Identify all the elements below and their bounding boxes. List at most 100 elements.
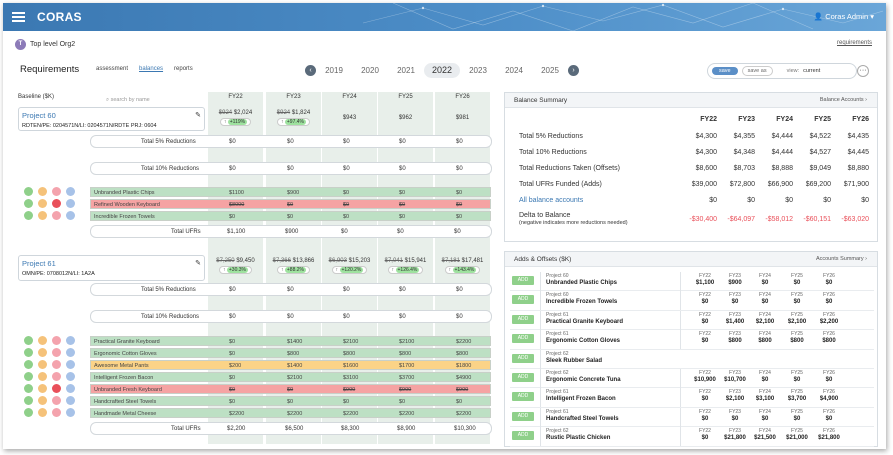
edit-icon[interactable]: ✎ — [195, 260, 201, 267]
user-menu[interactable]: 👤 Coras Admin ▾ — [813, 12, 874, 21]
reject-icon[interactable] — [52, 199, 61, 208]
fy-label: FY26 — [823, 311, 835, 318]
fy-value: $21,000 — [786, 435, 808, 442]
hold-icon[interactable] — [38, 348, 47, 357]
hold-icon[interactable] — [38, 372, 47, 381]
search-input[interactable]: ⌕ search by name — [106, 97, 150, 103]
year-2024[interactable]: 2024 — [505, 66, 523, 75]
hold-icon[interactable] — [38, 336, 47, 345]
info-icon[interactable] — [66, 199, 75, 208]
ufr-item-row[interactable]: Unbranded Fresh Keyboard $0 $0 $900 $900 $900 — [90, 384, 491, 394]
save-as-button[interactable]: save as — [741, 66, 773, 76]
hold-icon[interactable] — [38, 360, 47, 369]
reject-icon[interactable] — [52, 211, 61, 220]
year-2025[interactable]: 2025 — [541, 66, 559, 75]
fy-label: FY25 — [791, 331, 803, 338]
approve-icon[interactable] — [24, 336, 33, 345]
hold-icon[interactable] — [38, 396, 47, 405]
reject-icon[interactable] — [52, 336, 61, 345]
add-button[interactable]: ADD — [512, 392, 534, 402]
reject-icon[interactable] — [52, 372, 61, 381]
approve-icon[interactable] — [24, 199, 33, 208]
hold-icon[interactable] — [38, 211, 47, 220]
reject-icon[interactable] — [52, 384, 61, 393]
ufr-item-row[interactable]: Ergonomic Cotton Gloves $0 $800 $800 $800 $80… — [90, 348, 491, 358]
info-icon[interactable] — [66, 372, 75, 381]
edit-icon[interactable]: ✎ — [195, 112, 201, 119]
item-name: Unbranded Plastic Chips — [546, 280, 618, 286]
year-2022[interactable]: 2022 — [424, 63, 460, 78]
project-card[interactable]: Project 60 RDTEN/PE: 0204571N/LI: 0204571… — [18, 107, 205, 131]
approve-icon[interactable] — [24, 384, 33, 393]
add-button[interactable]: ADD — [512, 314, 534, 324]
hamburger-menu-icon[interactable] — [12, 12, 25, 22]
add-button[interactable]: ADD — [512, 334, 534, 344]
approve-icon[interactable] — [24, 360, 33, 369]
approve-icon[interactable] — [24, 372, 33, 381]
fy-label: FY23 — [729, 389, 741, 396]
tab-balances[interactable]: balances — [139, 66, 164, 72]
fy-label: FY23 — [729, 428, 741, 435]
year-2020[interactable]: 2020 — [361, 66, 379, 75]
year-2023[interactable]: 2023 — [469, 66, 487, 75]
accounts-summary-link[interactable]: Accounts Summary › — [815, 256, 867, 262]
ufr-item-row[interactable]: Refined Wooden Keyboard $8000 $0 $0 $0 $0 — [90, 199, 491, 209]
add-button[interactable]: ADD — [512, 431, 534, 441]
balance-label[interactable]: All balance accounts — [519, 196, 584, 204]
project-name[interactable]: Project 60 — [22, 111, 56, 120]
ufr-item-row[interactable]: Handcrafted Steel Towels $0 $0 $0 $0 $0 — [90, 396, 491, 406]
project-card[interactable]: Project 61 OMN/PE: 0708012N/LI: 1A2A ✎ — [18, 255, 205, 281]
org-selector[interactable]: T Top level Org2 — [15, 39, 75, 50]
ufr-item-row[interactable]: Handmade Metal Cheese $2200 $2200 $2200 $220… — [90, 408, 491, 418]
add-row: ADD Project 61 Practical Granite Keyboard F… — [510, 310, 874, 331]
info-icon[interactable] — [66, 187, 75, 196]
add-button[interactable]: ADD — [512, 295, 534, 305]
divider — [540, 310, 541, 330]
balance-accounts-link[interactable]: Balance Accounts › — [819, 97, 867, 103]
reject-icon[interactable] — [52, 396, 61, 405]
approve-icon[interactable] — [24, 348, 33, 357]
add-button[interactable]: ADD — [512, 411, 534, 421]
approve-icon[interactable] — [24, 408, 33, 417]
add-button[interactable]: ADD — [512, 353, 534, 363]
ufr-item-row[interactable]: Incredible Frozen Towels $0 $0 $0 $0 $0 — [90, 211, 491, 221]
hold-icon[interactable] — [38, 384, 47, 393]
ufr-item-row[interactable]: Practical Granite Keyboard $0 $1400 $2100 $2… — [90, 336, 491, 346]
info-icon[interactable] — [66, 360, 75, 369]
fy-label: FY22 — [699, 311, 711, 318]
info-icon[interactable] — [66, 384, 75, 393]
info-icon[interactable] — [66, 348, 75, 357]
approve-icon[interactable] — [24, 211, 33, 220]
tab-assessment[interactable]: assessment — [96, 66, 129, 72]
view-select[interactable]: current — [803, 68, 821, 74]
hold-icon[interactable] — [38, 199, 47, 208]
info-icon[interactable] — [66, 336, 75, 345]
approve-icon[interactable] — [24, 187, 33, 196]
info-icon[interactable] — [66, 396, 75, 405]
requirements-link[interactable]: requirements — [836, 40, 872, 46]
reject-icon[interactable] — [52, 348, 61, 357]
total-value: $0 — [287, 314, 294, 320]
prev-year-icon[interactable]: ‹ — [305, 65, 316, 76]
add-button[interactable]: ADD — [512, 372, 534, 382]
reject-icon[interactable] — [52, 408, 61, 417]
hold-icon[interactable] — [38, 408, 47, 417]
info-icon[interactable] — [66, 408, 75, 417]
approve-icon[interactable] — [24, 396, 33, 405]
add-button[interactable]: ADD — [512, 276, 534, 285]
reject-icon[interactable] — [52, 187, 61, 196]
ufr-item-row[interactable]: Awesome Metal Pants $200 $1400 $1600 $1700 $1… — [90, 360, 491, 370]
info-icon[interactable] — [66, 211, 75, 220]
add-row: ADD Project 60 Unbranded Plastic Chips FY22… — [510, 272, 874, 292]
reject-icon[interactable] — [52, 360, 61, 369]
ufr-item-row[interactable]: Intelligent Frozen Bacon $0 $2100 $3100 $370… — [90, 372, 491, 382]
tab-reports[interactable]: reports — [174, 66, 193, 72]
save-button[interactable]: save — [712, 67, 738, 75]
year-2019[interactable]: 2019 — [325, 66, 343, 75]
year-2021[interactable]: 2021 — [397, 66, 415, 75]
project-name[interactable]: Project 61 — [22, 259, 56, 268]
more-options-icon[interactable]: ··· — [857, 65, 869, 77]
hold-icon[interactable] — [38, 187, 47, 196]
next-year-icon[interactable]: › — [568, 65, 579, 76]
ufr-item-row[interactable]: Unbranded Plastic Chips $1100 $900 $0 $0 $0 — [90, 187, 491, 197]
